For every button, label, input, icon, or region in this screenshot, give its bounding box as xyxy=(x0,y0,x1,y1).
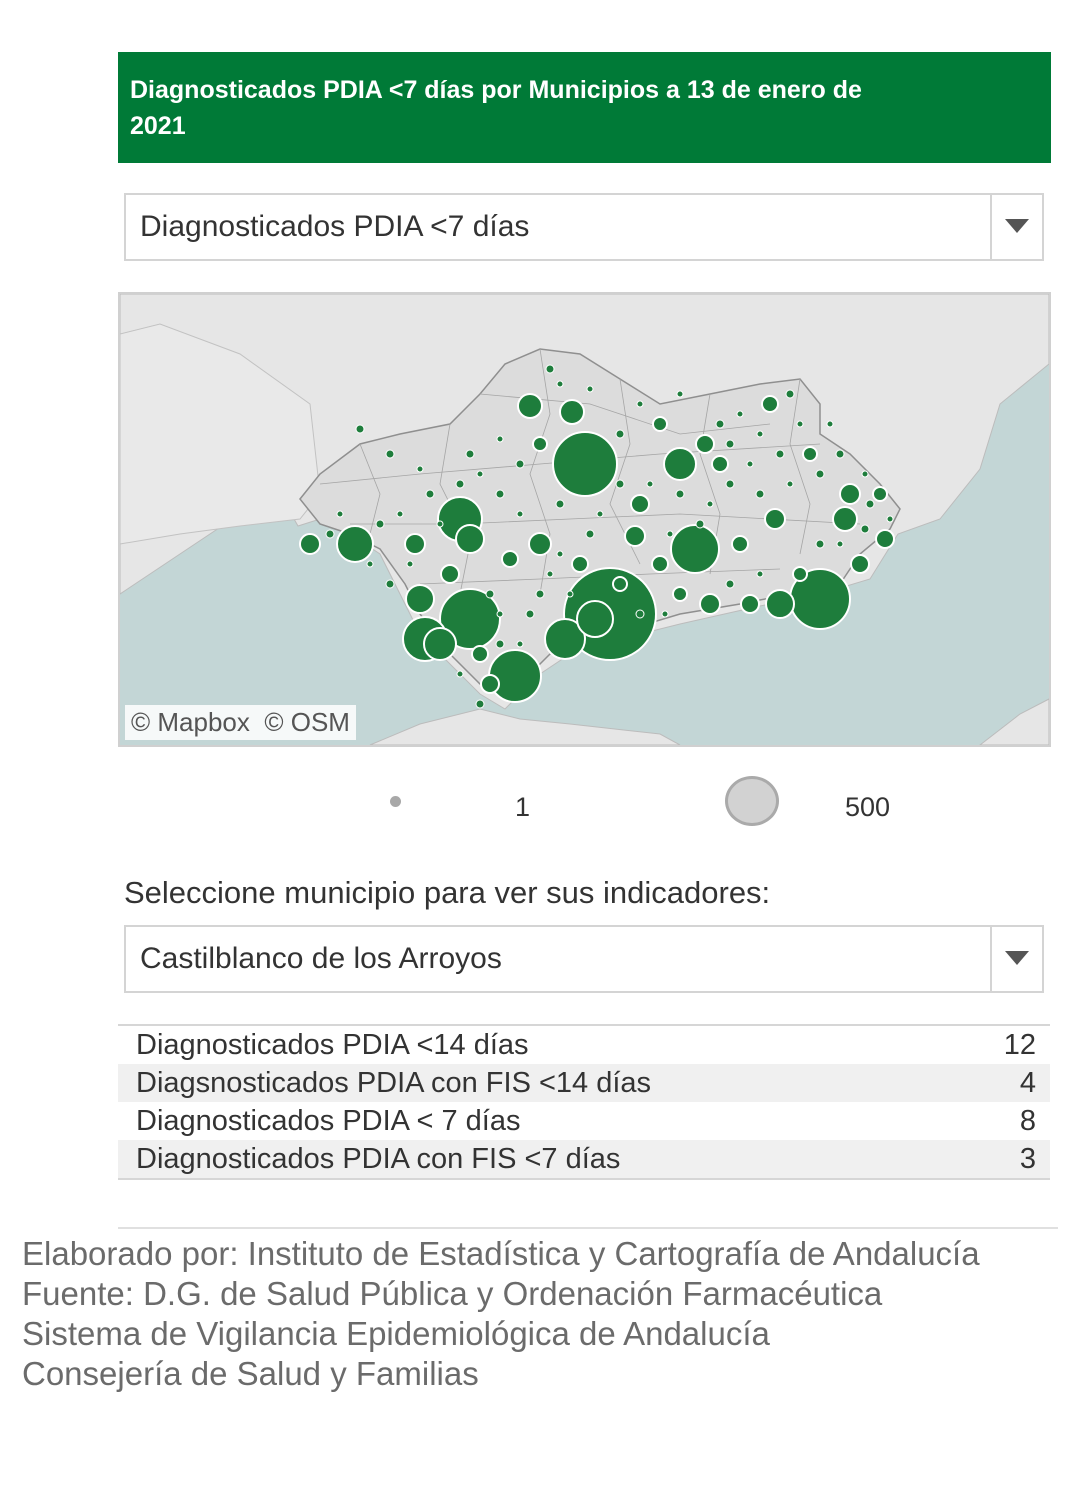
table-row: Diagnosticados PDIA <14 días 12 xyxy=(118,1026,1050,1064)
map-marker xyxy=(624,525,646,547)
map-marker xyxy=(651,555,669,573)
circle-markers xyxy=(299,393,895,703)
small-markers xyxy=(325,364,894,709)
map-marker xyxy=(792,566,808,582)
table-row: Diagnosticados PDIA < 7 días 8 xyxy=(118,1102,1050,1140)
map-marker xyxy=(571,555,589,573)
map-marker xyxy=(711,455,729,473)
map-marker xyxy=(455,524,485,554)
map-marker xyxy=(761,395,779,413)
map-marker xyxy=(559,399,585,425)
map-marker xyxy=(832,506,858,532)
map-marker xyxy=(501,550,519,568)
footer-divider xyxy=(118,1227,1058,1229)
map-marker xyxy=(875,529,895,549)
map-marker xyxy=(612,576,628,592)
indicator-dropdown[interactable]: Diagnosticados PDIA <7 días xyxy=(124,193,1044,261)
africa-land-east xyxy=(979,698,1049,745)
map-marker xyxy=(532,436,548,452)
credit-line: Fuente: D.G. de Salud Pública y Ordenaci… xyxy=(22,1275,883,1312)
municipio-dropdown-value: Castilblanco de los Arroyos xyxy=(140,942,502,975)
map-marker xyxy=(488,649,542,703)
map-marker xyxy=(699,593,721,615)
indicator-label: Diagnosticados PDIA <14 días xyxy=(136,1029,529,1061)
map-marker xyxy=(480,674,500,694)
map-marker xyxy=(404,533,426,555)
map-marker xyxy=(552,431,618,497)
map-canvas[interactable] xyxy=(120,294,1049,745)
map-marker xyxy=(850,554,870,574)
indicator-dropdown-toggle[interactable] xyxy=(990,195,1042,259)
map-marker xyxy=(423,627,457,661)
map-attribution[interactable]: © Mapbox © OSM xyxy=(125,705,356,740)
map-marker xyxy=(528,532,552,556)
credit-line: Consejería de Salud y Familias xyxy=(22,1355,479,1392)
municipality-map[interactable]: © Mapbox © OSM xyxy=(118,292,1051,747)
map-marker xyxy=(336,525,374,563)
municipio-dropdown-toggle[interactable] xyxy=(990,927,1042,991)
indicator-dropdown-value: Diagnosticados PDIA <7 días xyxy=(140,210,530,243)
municipio-prompt: Seleccione municipio para ver sus indica… xyxy=(124,875,771,910)
map-marker xyxy=(544,618,586,660)
page-title: Diagnosticados PDIA <7 días por Municipi… xyxy=(130,76,862,140)
map-marker xyxy=(471,645,489,663)
map-marker xyxy=(731,535,749,553)
size-legend-max-circle xyxy=(725,776,779,826)
map-marker xyxy=(439,588,501,650)
indicators-table: Diagnosticados PDIA <14 días 12 Diagsnos… xyxy=(118,1024,1050,1180)
municipio-dropdown[interactable]: Castilblanco de los Arroyos xyxy=(124,925,1044,993)
indicator-label: Diagnosticados PDIA < 7 días xyxy=(136,1105,521,1137)
indicator-label: Diagnosticados PDIA con FIS <7 días xyxy=(136,1143,621,1175)
credits-block: Elaborado por: Instituto de Estadística … xyxy=(22,1234,980,1394)
indicator-value: 4 xyxy=(1019,1067,1036,1099)
map-marker xyxy=(405,584,435,614)
map-marker xyxy=(440,564,460,584)
map-marker xyxy=(695,434,715,454)
indicator-value: 3 xyxy=(1019,1143,1036,1175)
indicator-value: 8 xyxy=(1019,1105,1036,1137)
map-marker xyxy=(652,416,668,432)
indicator-label: Diagsnosticados PDIA con FIS <14 días xyxy=(136,1067,652,1099)
chevron-down-icon xyxy=(1005,951,1029,965)
map-marker xyxy=(630,494,650,514)
table-row: Diagsnosticados PDIA con FIS <14 días 4 xyxy=(118,1064,1050,1102)
map-marker xyxy=(765,589,795,619)
table-row: Diagnosticados PDIA con FIS <7 días 3 xyxy=(118,1140,1050,1178)
map-marker xyxy=(764,508,786,530)
credit-line: Elaborado por: Instituto de Estadística … xyxy=(22,1235,980,1272)
size-legend-min-label: 1 xyxy=(515,792,531,822)
map-marker xyxy=(839,483,861,505)
africa-land xyxy=(369,708,681,745)
size-legend-max-label: 500 xyxy=(845,792,891,822)
size-legend-min-circle xyxy=(390,796,401,807)
mapbox-credit[interactable]: © Mapbox xyxy=(131,707,250,737)
map-marker xyxy=(670,524,720,574)
map-marker xyxy=(740,594,760,614)
map-marker xyxy=(802,446,818,462)
municipal-boundaries xyxy=(319,348,861,595)
credit-line: Sistema de Vigilancia Epidemiológica de … xyxy=(22,1315,770,1352)
map-marker xyxy=(299,533,321,555)
chevron-down-icon xyxy=(1005,219,1029,233)
dashboard-header: Diagnosticados PDIA <7 días por Municipi… xyxy=(118,52,1051,163)
map-marker xyxy=(517,393,543,419)
map-marker xyxy=(576,600,614,638)
map-marker xyxy=(663,447,697,481)
osm-credit[interactable]: © OSM xyxy=(264,707,350,737)
map-marker xyxy=(872,486,888,502)
indicator-value: 12 xyxy=(1003,1029,1036,1061)
map-marker xyxy=(672,586,688,602)
